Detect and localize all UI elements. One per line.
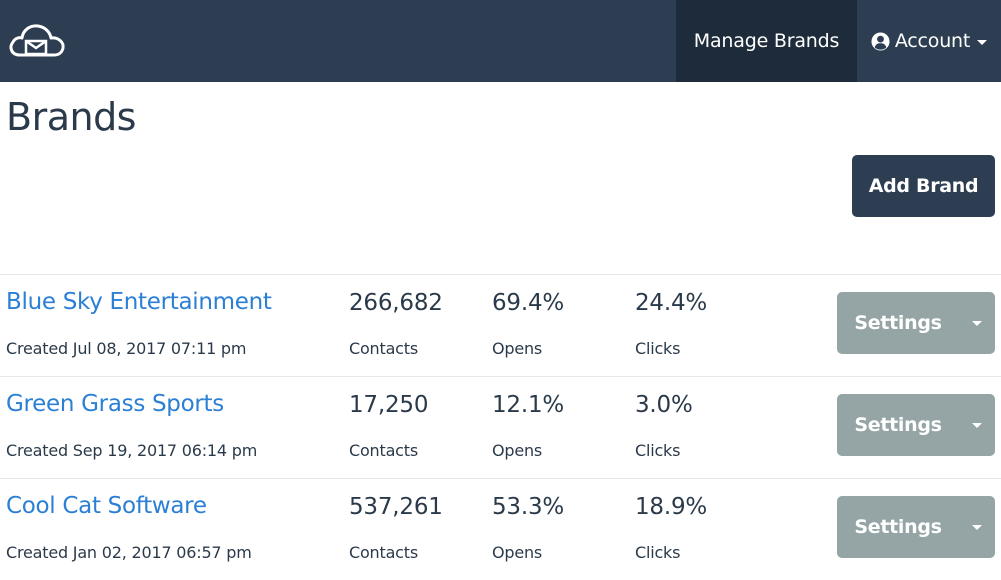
opens-label: Opens	[492, 543, 543, 562]
chevron-down-icon	[972, 524, 982, 530]
brand-created-date: Created Jul 08, 2017 07:11 pm	[6, 339, 247, 358]
contacts-value: 537,261	[349, 494, 443, 520]
brand-created-date: Created Jan 02, 2017 06:57 pm	[6, 543, 252, 562]
clicks-value: 18.9%	[635, 494, 708, 520]
nav-account-dropdown[interactable]: Account	[857, 0, 1001, 82]
settings-dropdown-button[interactable]: Settings	[837, 292, 995, 354]
brand-row: Green Grass Sports Created Sep 19, 2017 …	[0, 376, 1001, 478]
chevron-down-icon	[977, 40, 988, 45]
opens-value: 53.3%	[492, 494, 565, 520]
add-brand-button[interactable]: Add Brand	[852, 155, 995, 217]
settings-label: Settings	[854, 516, 942, 538]
contacts-value: 17,250	[349, 392, 429, 418]
settings-label: Settings	[854, 312, 942, 334]
settings-toggle[interactable]	[959, 496, 995, 558]
opens-value: 12.1%	[492, 392, 565, 418]
settings-dropdown-button[interactable]: Settings	[837, 496, 995, 558]
clicks-value: 24.4%	[635, 290, 708, 316]
brand-row: Cool Cat Software Created Jan 02, 2017 0…	[0, 478, 1001, 580]
settings-dropdown-button[interactable]: Settings	[837, 394, 995, 456]
top-navbar: Manage Brands Account	[0, 0, 1001, 82]
chevron-down-icon	[972, 422, 982, 428]
contacts-label: Contacts	[349, 441, 418, 460]
brand-name-link[interactable]: Blue Sky Entertainment	[6, 289, 272, 315]
brand-list: Blue Sky Entertainment Created Jul 08, 2…	[0, 274, 1001, 580]
page-title: Brands	[6, 95, 136, 139]
add-brand-label: Add Brand	[868, 175, 979, 197]
settings-label: Settings	[854, 414, 942, 436]
brand-name-link[interactable]: Green Grass Sports	[6, 391, 224, 417]
chevron-down-icon	[972, 320, 982, 326]
cloud-envelope-icon[interactable]	[6, 17, 68, 63]
contacts-label: Contacts	[349, 339, 418, 358]
brand-row: Blue Sky Entertainment Created Jul 08, 2…	[0, 274, 1001, 376]
clicks-label: Clicks	[635, 441, 681, 460]
opens-label: Opens	[492, 441, 543, 460]
nav-manage-brands[interactable]: Manage Brands	[676, 0, 857, 82]
clicks-label: Clicks	[635, 543, 681, 562]
nav-account-label: Account	[894, 30, 971, 52]
contacts-value: 266,682	[349, 290, 443, 316]
brand-created-date: Created Sep 19, 2017 06:14 pm	[6, 441, 258, 460]
brand-name-link[interactable]: Cool Cat Software	[6, 493, 207, 519]
clicks-value: 3.0%	[635, 392, 693, 418]
user-circle-icon	[871, 31, 890, 51]
contacts-label: Contacts	[349, 543, 418, 562]
nav-manage-brands-label: Manage Brands	[693, 30, 840, 52]
clicks-label: Clicks	[635, 339, 681, 358]
opens-label: Opens	[492, 339, 543, 358]
settings-toggle[interactable]	[959, 292, 995, 354]
settings-toggle[interactable]	[959, 394, 995, 456]
opens-value: 69.4%	[492, 290, 565, 316]
